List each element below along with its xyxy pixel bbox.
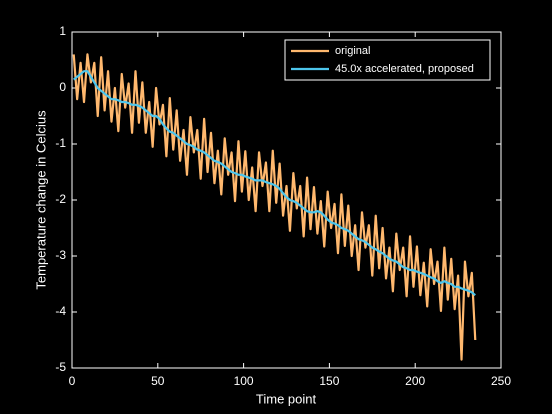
x-tick-label: 150 (319, 374, 339, 388)
line-series (72, 53, 477, 361)
legend-label: 45.0x accelerated, proposed (335, 63, 474, 75)
legend-box (284, 39, 491, 81)
y-tick-label: -4 (55, 304, 66, 318)
x-tick-label: 0 (69, 374, 76, 388)
y-tick-label: -1 (55, 136, 66, 150)
y-tick-label: 0 (59, 80, 66, 94)
x-tick-label: 50 (151, 374, 165, 388)
y-tick-label: -3 (55, 248, 66, 262)
y-tick-label: -5 (55, 360, 66, 374)
y-tick-label: 1 (59, 24, 66, 38)
x-tick-label: 250 (491, 374, 511, 388)
y-tick-label: -2 (55, 192, 66, 206)
x-tick-label: 200 (405, 374, 425, 388)
line-series (73, 70, 476, 297)
x-axis-label: Time point (256, 391, 317, 406)
legend-label: original (335, 45, 370, 57)
x-tick-label: 100 (234, 374, 254, 388)
y-axis-label: Temperature change in Celcius (33, 110, 48, 290)
axes-box (71, 31, 502, 369)
